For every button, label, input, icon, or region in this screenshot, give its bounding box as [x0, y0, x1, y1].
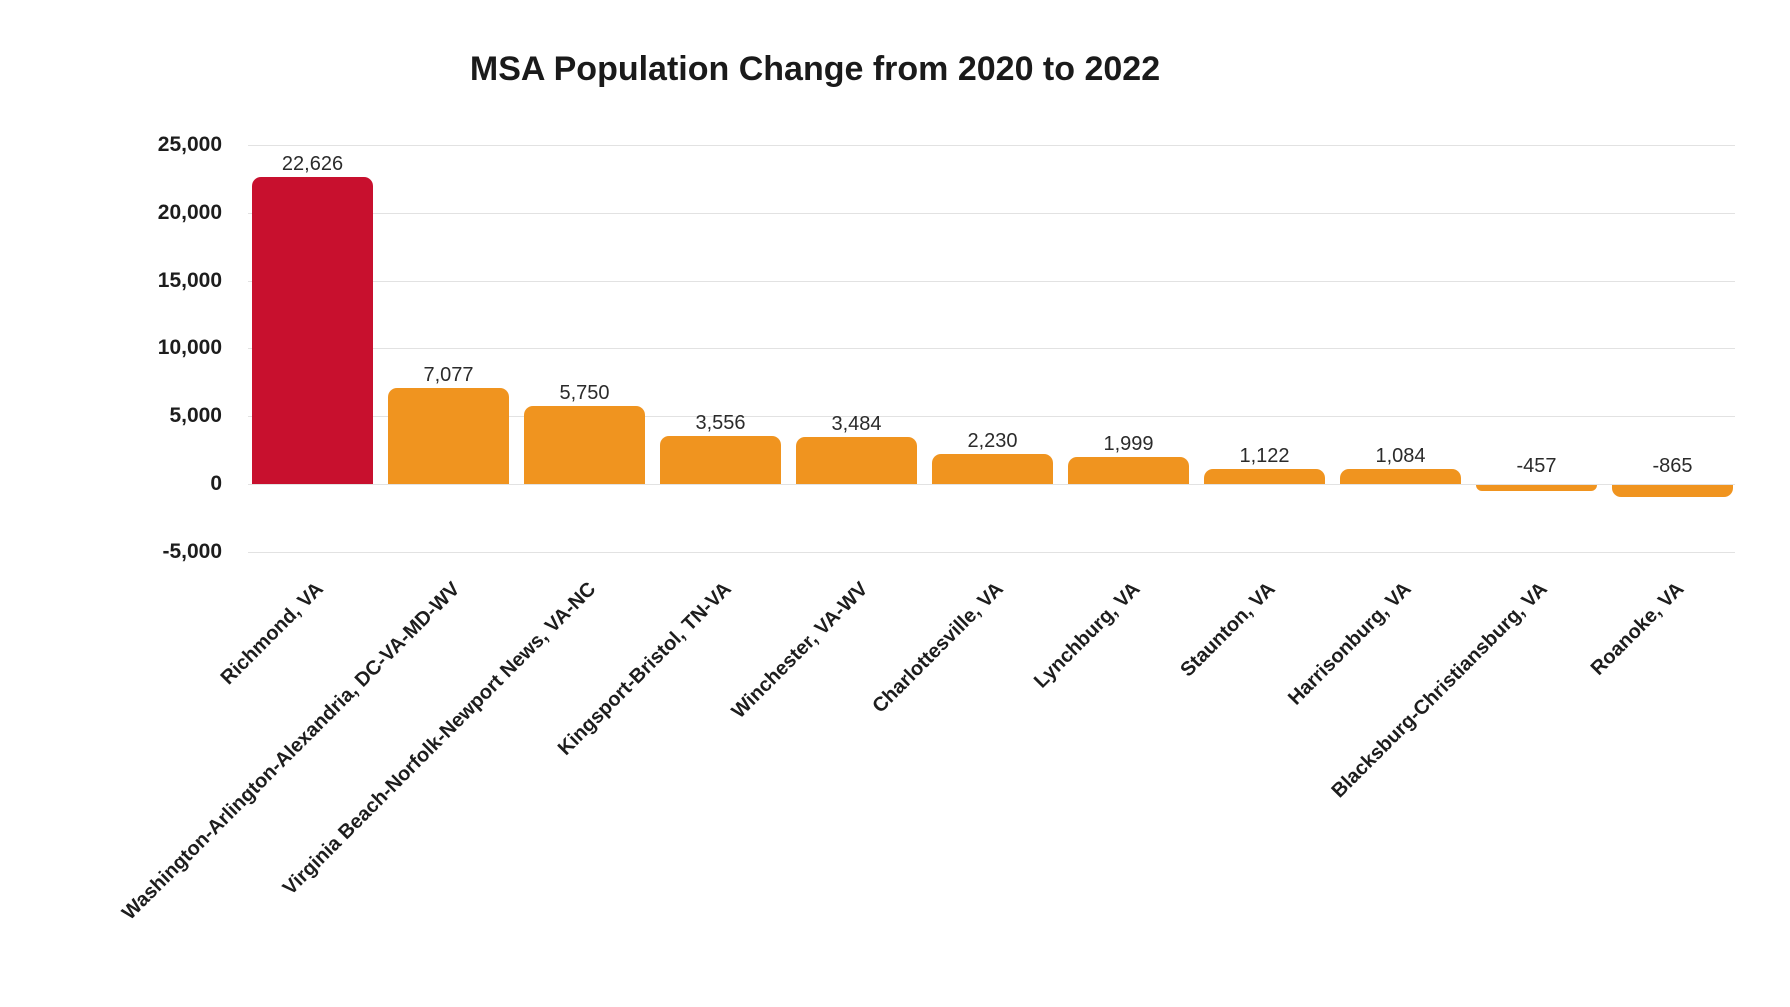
y-axis-tick-label: 15,000 — [157, 269, 222, 292]
bar-value-label: 2,230 — [967, 429, 1018, 452]
x-axis-category-label: Charlottesville, VA — [868, 578, 1009, 718]
bar-value-label: 5,750 — [559, 382, 610, 404]
x-axis-category-label: Richmond, VA — [216, 578, 329, 690]
bar — [1612, 485, 1733, 497]
y-axis-tick-label: 5,000 — [169, 404, 222, 427]
gridline — [248, 484, 1735, 485]
gridline — [248, 416, 1735, 417]
x-axis-category-label: Winchester, VA-WV — [727, 578, 873, 723]
x-axis-category-label: Blacksburg-Christiansburg, VA — [1327, 578, 1553, 803]
y-axis-tick-label: 25,000 — [157, 133, 222, 156]
bar — [1476, 485, 1597, 492]
bar — [1340, 469, 1461, 484]
bar-value-label: 1,999 — [1103, 432, 1154, 455]
x-axis-category-label: Harrisonburg, VA — [1284, 578, 1417, 710]
bar-value-label: 1,122 — [1239, 444, 1290, 467]
bar-value-label: 22,626 — [281, 153, 344, 176]
gridline — [248, 281, 1735, 282]
bar — [252, 177, 373, 484]
chart-title: MSA Population Change from 2020 to 2022 — [469, 50, 1161, 88]
bar — [1068, 456, 1189, 484]
x-axis-category-label: Roanoke, VA — [1586, 578, 1689, 680]
bar-value-label: 1,084 — [1375, 445, 1426, 468]
x-axis-category-label: Lynchburg, VA — [1029, 578, 1145, 693]
bar — [1204, 468, 1325, 484]
y-axis-tick-label: -5,000 — [162, 540, 222, 563]
bar — [524, 406, 645, 484]
gridline — [248, 213, 1735, 214]
bar-value-label: -865 — [1652, 455, 1693, 477]
y-axis-tick-label: 0 — [210, 472, 222, 495]
x-axis-category-label: Virginia Beach-Norfolk-Newport News, VA-… — [278, 578, 601, 900]
gridline — [248, 348, 1735, 349]
bar — [388, 388, 509, 484]
bar — [660, 435, 781, 484]
bar-value-label: -457 — [1516, 455, 1557, 477]
bar-value-label: 3,484 — [831, 412, 882, 435]
bar — [932, 453, 1053, 484]
x-axis-category-label: Staunton, VA — [1176, 578, 1281, 682]
gridline — [248, 552, 1735, 553]
bar-value-label: 7,077 — [423, 364, 474, 386]
bar — [796, 436, 917, 484]
bar-value-label: 3,556 — [695, 411, 746, 434]
gridline — [248, 145, 1735, 146]
y-axis-tick-label: 10,000 — [157, 336, 222, 359]
y-axis-tick-label: 20,000 — [157, 201, 222, 224]
